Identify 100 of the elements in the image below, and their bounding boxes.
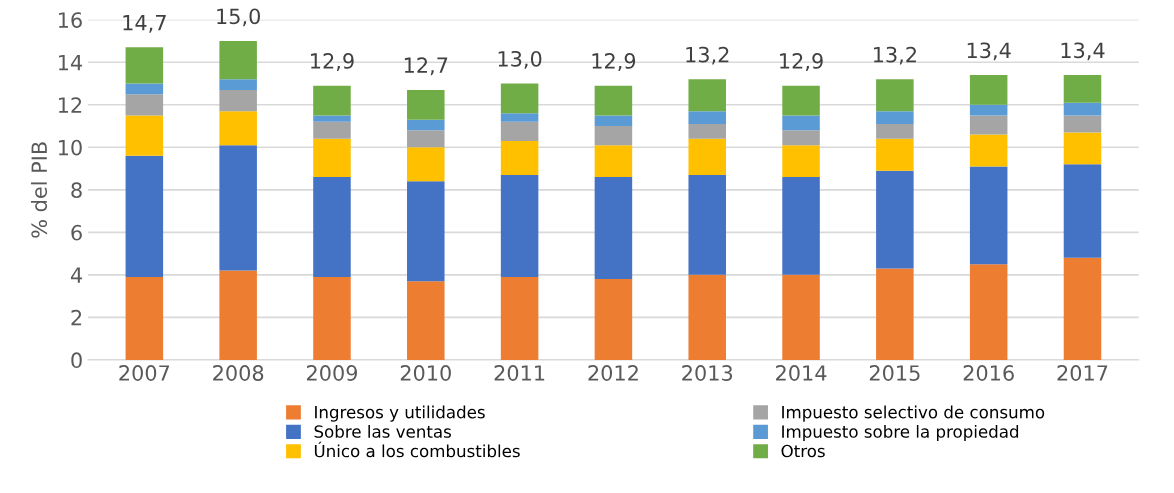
x-tick-label: 2017 bbox=[1057, 365, 1108, 381]
total-label: 12,9 bbox=[311, 53, 354, 71]
bar bbox=[313, 138, 351, 178]
bar bbox=[1063, 75, 1102, 103]
bar bbox=[219, 270, 257, 360]
bar bbox=[125, 47, 164, 84]
bar bbox=[1063, 132, 1102, 165]
x-tick-label: 2007 bbox=[119, 365, 170, 381]
bar bbox=[500, 140, 539, 175]
y-tick-label: 4 bbox=[70, 267, 83, 283]
bar bbox=[1063, 102, 1102, 116]
bar bbox=[969, 134, 1008, 167]
total-label: 12,9 bbox=[592, 53, 636, 71]
bar bbox=[313, 121, 351, 139]
bar bbox=[969, 166, 1008, 265]
bar bbox=[594, 85, 633, 116]
bar bbox=[313, 85, 351, 116]
bar bbox=[407, 281, 445, 360]
x-tick-label: 2015 bbox=[869, 365, 920, 381]
x-tick-label: 2011 bbox=[494, 365, 545, 381]
bar bbox=[407, 89, 445, 120]
bar bbox=[782, 85, 820, 116]
bar bbox=[969, 104, 1008, 116]
bar bbox=[500, 276, 539, 360]
bar bbox=[125, 276, 164, 360]
bar bbox=[219, 40, 257, 80]
bar bbox=[1063, 164, 1102, 258]
legend-label: Impuesto selectivo de consumo bbox=[782, 405, 1045, 422]
total-label: 13,2 bbox=[873, 46, 916, 65]
bar bbox=[876, 138, 914, 171]
bar bbox=[876, 170, 914, 269]
legend-label: Impuesto sobre la propiedad bbox=[782, 424, 1019, 442]
y-tick-label: 0 bbox=[71, 352, 82, 369]
bar bbox=[782, 274, 820, 360]
bar bbox=[219, 79, 257, 90]
bar bbox=[688, 274, 726, 360]
total-label: 13,0 bbox=[498, 50, 542, 69]
total-label: 13,4 bbox=[967, 42, 1011, 61]
total-label: 13,4 bbox=[1061, 42, 1105, 61]
bar bbox=[500, 113, 539, 122]
bar bbox=[594, 115, 633, 127]
bar bbox=[125, 155, 164, 277]
x-tick-label: 2010 bbox=[400, 365, 451, 381]
x-tick-label: 2013 bbox=[682, 365, 733, 381]
bar bbox=[782, 145, 820, 178]
bar bbox=[688, 123, 726, 139]
y-tick-label: 14 bbox=[58, 54, 83, 71]
y-tick-label: 16 bbox=[58, 12, 82, 28]
x-tick-label: 2008 bbox=[213, 365, 264, 381]
bar bbox=[594, 177, 633, 280]
y-tick-label: 2 bbox=[71, 309, 82, 326]
bar bbox=[407, 181, 445, 282]
bar bbox=[688, 174, 726, 275]
total-label: 13,2 bbox=[686, 46, 729, 65]
bar bbox=[969, 75, 1008, 105]
bar bbox=[969, 264, 1008, 360]
bar bbox=[219, 111, 257, 146]
legend-label: Sobre las ventas bbox=[314, 424, 451, 438]
bar bbox=[125, 83, 164, 95]
y-tick-label: 6 bbox=[71, 224, 82, 241]
total-label: 14,7 bbox=[123, 15, 166, 33]
bar bbox=[219, 145, 257, 271]
bar bbox=[407, 119, 445, 131]
bar bbox=[594, 126, 633, 146]
x-tick-label: 2014 bbox=[776, 365, 827, 381]
y-tick-label: 10 bbox=[58, 139, 82, 156]
total-label: 12,9 bbox=[780, 53, 823, 71]
bar bbox=[969, 115, 1008, 135]
x-tick-label: 2009 bbox=[306, 365, 358, 381]
bar bbox=[313, 115, 351, 122]
bar bbox=[594, 279, 633, 360]
bar bbox=[688, 111, 726, 124]
y-tick-label: 12 bbox=[58, 97, 82, 113]
bar bbox=[407, 147, 445, 182]
bar bbox=[313, 276, 351, 360]
bar bbox=[876, 123, 914, 139]
x-tick-label: 2016 bbox=[963, 365, 1014, 381]
bar bbox=[876, 79, 914, 112]
total-label: 15,0 bbox=[217, 8, 260, 27]
bar bbox=[500, 174, 539, 277]
bar bbox=[407, 130, 445, 148]
bar bbox=[313, 177, 351, 277]
y-tick-label: 8 bbox=[71, 182, 82, 199]
bar bbox=[782, 115, 820, 131]
x-tick-label: 2012 bbox=[588, 365, 638, 381]
bar bbox=[688, 79, 726, 112]
bar bbox=[876, 268, 914, 360]
bar bbox=[125, 94, 164, 116]
bar bbox=[782, 177, 820, 275]
bar bbox=[219, 89, 257, 112]
legend-label: Ingresos y utilidades bbox=[315, 405, 485, 422]
bar bbox=[125, 115, 164, 156]
bar bbox=[782, 130, 820, 146]
legend-label: Otros bbox=[781, 444, 825, 458]
bar bbox=[1063, 115, 1102, 133]
y-axis-title: % del PIB bbox=[30, 142, 48, 238]
bar bbox=[500, 121, 539, 141]
bar bbox=[688, 138, 726, 175]
total-label: 12,7 bbox=[404, 57, 448, 76]
bar bbox=[594, 145, 633, 178]
